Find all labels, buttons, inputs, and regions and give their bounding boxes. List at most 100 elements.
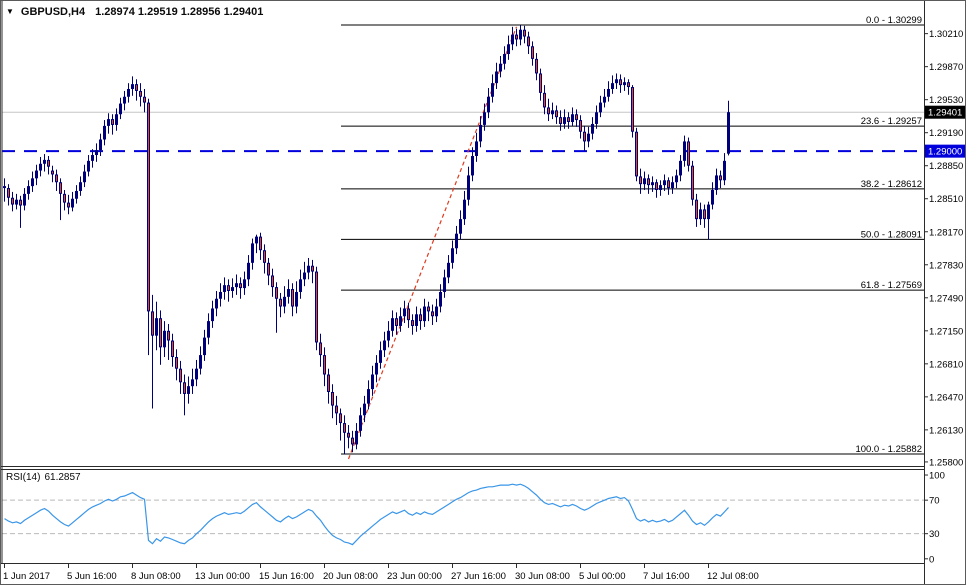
candle <box>387 321 390 348</box>
candle <box>291 283 294 317</box>
price-tick-label: 1.27490 <box>929 293 963 304</box>
candle <box>203 329 206 361</box>
price-tick-label: 1.28850 <box>929 161 963 172</box>
candle <box>175 349 178 381</box>
candle <box>659 180 662 196</box>
candle <box>583 125 586 152</box>
candle <box>27 180 30 200</box>
candle <box>195 359 198 387</box>
price-tick-label: 1.30210 <box>929 29 963 40</box>
candle <box>219 283 222 307</box>
candle <box>287 279 290 304</box>
candle <box>251 238 254 270</box>
candle <box>611 75 614 94</box>
panel-borders <box>1 1 925 584</box>
candle <box>331 384 334 419</box>
candlestick-series <box>3 24 730 454</box>
candle <box>623 77 626 91</box>
candle <box>67 194 70 215</box>
candle <box>439 284 442 313</box>
price-tick-label: 1.26130 <box>929 425 963 436</box>
candle <box>551 102 554 120</box>
candle <box>259 232 262 260</box>
rsi-indicator-label: RSI(14) 61.2857 <box>6 472 81 483</box>
candle <box>215 290 218 317</box>
time-tick-label: 13 Jun 00:00 <box>195 571 250 582</box>
fib-label: 50.0 - 1.28091 <box>861 229 922 240</box>
candle <box>603 88 606 108</box>
candle <box>115 108 118 131</box>
candle <box>643 171 646 190</box>
candle <box>95 143 98 162</box>
candle <box>575 109 578 127</box>
rsi-tick-label: 70 <box>929 496 940 507</box>
candle <box>159 310 162 365</box>
candle <box>435 298 438 323</box>
time-axis: 1 Jun 2017 5 Jun 16:00 8 Jun 08:00 13 Jun 0… <box>3 564 759 582</box>
candle <box>155 301 158 351</box>
candle <box>639 168 642 194</box>
candle <box>319 333 322 367</box>
fib-levels[interactable]: 0.0 - 1.30299 23.6 - 1.29257 38.2 - 1.2861… <box>341 15 924 455</box>
candle <box>711 182 714 210</box>
candle <box>191 368 194 394</box>
symbol-period-label: GBPUSD,H4 <box>20 6 86 18</box>
svg-text:1.29000: 1.29000 <box>928 147 962 158</box>
candle <box>395 312 398 335</box>
candle <box>631 85 634 138</box>
candle <box>111 114 114 135</box>
candle <box>199 346 202 375</box>
time-tick-label: 20 Jun 08:00 <box>323 571 378 582</box>
candle <box>227 279 230 302</box>
candle <box>419 308 422 330</box>
price-tick-label: 1.29870 <box>929 62 963 73</box>
rsi-name: RSI(14) <box>6 472 41 483</box>
candle <box>255 234 258 254</box>
candle <box>51 165 54 183</box>
rsi-axis: 100 70 30 0 <box>924 471 945 565</box>
candle <box>683 135 686 167</box>
candle <box>295 281 298 314</box>
candle <box>211 300 214 328</box>
candle <box>675 169 678 189</box>
candle <box>447 255 450 284</box>
rsi-tick-label: 30 <box>929 529 940 540</box>
time-tick-label: 15 Jun 16:00 <box>259 571 314 582</box>
candle <box>139 83 142 107</box>
candle <box>231 278 234 298</box>
candle <box>35 164 38 186</box>
candle <box>367 380 370 410</box>
candle <box>107 113 110 134</box>
candle <box>375 355 378 383</box>
candle <box>87 155 90 177</box>
current-price-tag: 1.29401 <box>925 105 965 119</box>
candle <box>471 147 474 182</box>
candle <box>323 347 326 387</box>
candle <box>47 156 50 175</box>
candle <box>91 149 94 168</box>
rsi-tick-label: 100 <box>929 471 945 482</box>
candle <box>399 307 402 332</box>
candle <box>363 395 366 423</box>
candle <box>475 132 478 162</box>
candle <box>559 110 562 131</box>
candle <box>243 271 246 295</box>
candle <box>263 244 266 274</box>
candle <box>335 395 338 426</box>
price-axis: 1.30210 1.29870 1.29530 1.29190 1.28850 1.285… <box>924 29 963 468</box>
price-tick-label: 1.25800 <box>929 457 963 468</box>
candle <box>443 269 446 298</box>
candle <box>307 257 310 280</box>
candle <box>379 341 382 369</box>
candle <box>315 266 318 351</box>
candle <box>247 255 250 287</box>
candle <box>691 160 694 206</box>
price-tick-label: 1.28510 <box>929 194 963 205</box>
rsi-line <box>4 483 729 546</box>
candle <box>539 68 542 101</box>
candle <box>507 35 510 60</box>
symbol-dropdown-icon[interactable]: ▼ <box>6 7 14 16</box>
